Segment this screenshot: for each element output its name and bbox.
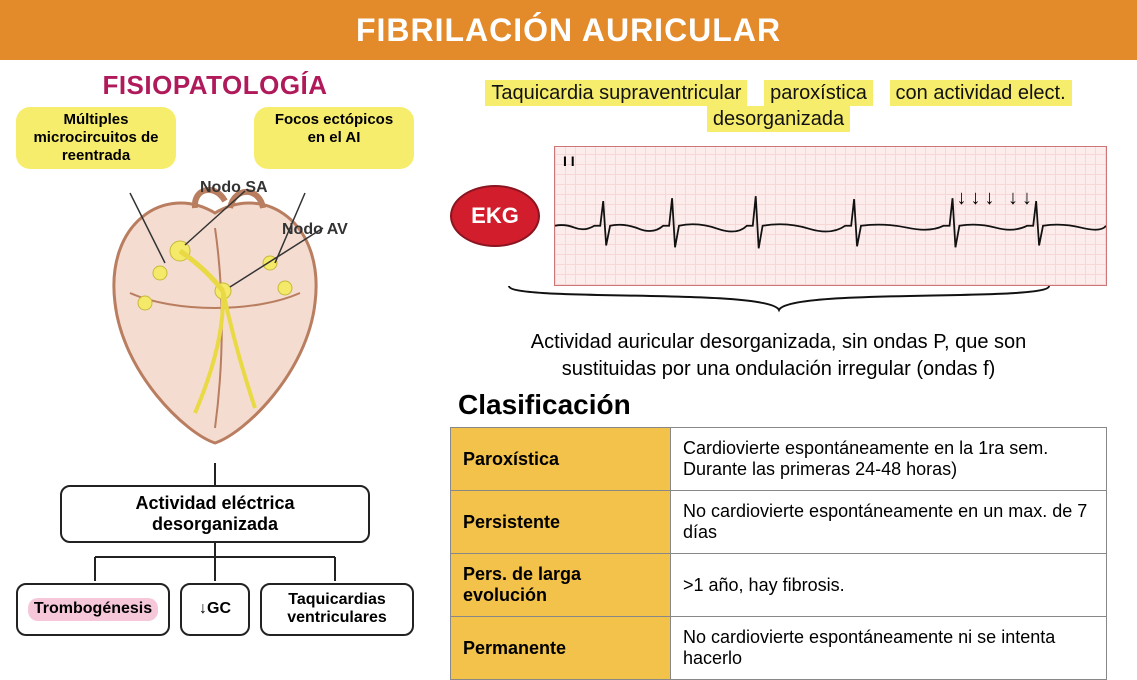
- fisio-title: FISIOPATOLOGÍA: [10, 70, 420, 101]
- node-sa-label: Nodo SA: [200, 179, 268, 197]
- type-cell: Persistente: [451, 491, 671, 554]
- disorganized-box: Actividad eléctrica desorganizada: [60, 485, 370, 543]
- ekg-strip: I I ↓↓↓ ↓↓: [554, 146, 1107, 286]
- definition-text: Taquicardia supraventricular paroxística…: [450, 80, 1107, 132]
- desc-cell: Cardiovierte espontáneamente en la 1ra s…: [671, 428, 1107, 491]
- page-header: FIBRILACIÓN AURICULAR: [0, 0, 1137, 60]
- def-part2: paroxística: [764, 80, 873, 106]
- left-panel: FISIOPATOLOGÍA Múltiples microcircuitos …: [0, 60, 430, 640]
- thrombo-box: Trombogénesis: [16, 583, 170, 636]
- ekg-row: EKG I I ↓↓↓ ↓↓: [450, 146, 1107, 286]
- desc-cell: No cardiovierte espontáneamente ni se in…: [671, 617, 1107, 680]
- right-panel: Taquicardia supraventricular paroxística…: [430, 60, 1137, 640]
- ekg-trace-icon: [555, 147, 1106, 285]
- top-label-row: Múltiples microcircuitos de reentrada Fo…: [10, 107, 420, 169]
- type-cell: Permanente: [451, 617, 671, 680]
- main-layout: FISIOPATOLOGÍA Múltiples microcircuitos …: [0, 60, 1137, 640]
- table-row: Paroxística Cardiovierte espontáneamente…: [451, 428, 1107, 491]
- gc-box: ↓GC: [180, 583, 250, 636]
- node-av-label: Nodo AV: [282, 221, 348, 239]
- branch-connector: [60, 543, 370, 583]
- heart-diagram: Nodo SA Nodo AV: [10, 173, 420, 463]
- table-row: Permanente No cardiovierte espontáneamen…: [451, 617, 1107, 680]
- type-cell: Pers. de larga evolución: [451, 554, 671, 617]
- def-part3: con actividad elect.: [890, 80, 1072, 106]
- reentry-label: Múltiples microcircuitos de reentrada: [16, 107, 176, 169]
- def-part1: Taquicardia supraventricular: [485, 80, 747, 106]
- tachy-box: Taquicardias ventriculares: [260, 583, 414, 636]
- def-part4: desorganizada: [707, 106, 850, 132]
- brace-icon: [450, 282, 1107, 319]
- desc-cell: No cardiovierte espontáneamente en un ma…: [671, 491, 1107, 554]
- page-title: FIBRILACIÓN AURICULAR: [356, 12, 781, 49]
- table-row: Persistente No cardiovierte espontáneame…: [451, 491, 1107, 554]
- ekg-description: Actividad auricular desorganizada, sin o…: [450, 319, 1107, 383]
- ekg-badge: EKG: [450, 185, 540, 247]
- classification-table: Paroxística Cardiovierte espontáneamente…: [450, 427, 1107, 680]
- consequence-row: Trombogénesis ↓GC Taquicardias ventricul…: [10, 583, 420, 636]
- ectopic-label: Focos ectópicos en el AI: [254, 107, 414, 169]
- connector-line: [214, 463, 216, 485]
- heart-icon: [75, 173, 355, 453]
- ekg-arrows-icon: ↓↓↓ ↓↓: [956, 187, 1036, 210]
- classification-title: Clasificación: [450, 389, 1107, 421]
- type-cell: Paroxística: [451, 428, 671, 491]
- table-row: Pers. de larga evolución >1 año, hay fib…: [451, 554, 1107, 617]
- desc-cell: >1 año, hay fibrosis.: [671, 554, 1107, 617]
